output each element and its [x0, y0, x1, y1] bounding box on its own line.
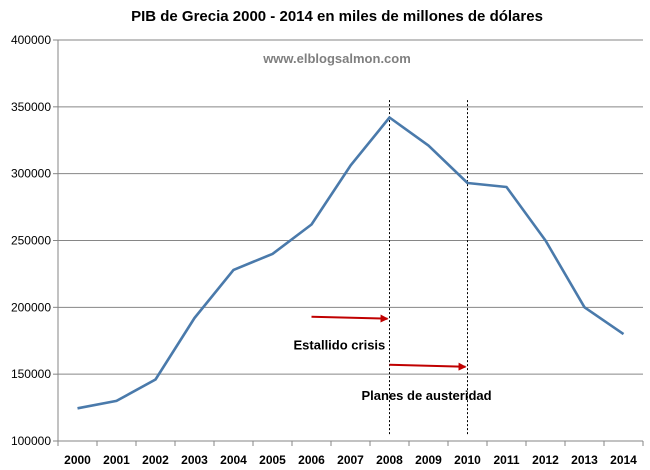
x-tick-label: 2006	[298, 453, 325, 467]
y-tick-label: 100000	[11, 434, 51, 448]
annotation-arrow	[389, 362, 467, 371]
x-tick-label: 2007	[337, 453, 364, 467]
annotation-label: Estallido crisis	[294, 338, 386, 353]
y-tick-label: 300000	[11, 167, 51, 181]
annotation-label: Planes de austeridad	[362, 388, 492, 403]
x-tick-label: 2011	[493, 453, 519, 467]
x-tick-label: 2013	[571, 453, 598, 467]
y-tick-label: 200000	[11, 300, 51, 314]
x-tick-label: 2005	[259, 453, 286, 467]
series-line	[77, 116, 625, 410]
watermark-text: www.elblogsalmon.com	[262, 51, 411, 66]
x-tick-label: 2009	[415, 453, 442, 467]
y-tick-label: 250000	[11, 234, 51, 248]
x-tick-label: 2002	[142, 453, 169, 467]
x-tick-label: 2010	[454, 453, 481, 467]
x-tick-label: 2000	[64, 453, 91, 467]
grid	[58, 39, 643, 375]
x-tick-label: 2012	[532, 453, 559, 467]
chart-title: PIB de Grecia 2000 - 2014 en miles de mi…	[131, 8, 543, 25]
axes: 100000 150000 200000 250000 300000 350000 4000…	[11, 33, 644, 467]
x-tick-label: 2001	[103, 453, 130, 467]
annotation-arrow	[311, 314, 389, 323]
x-tick-label: 2008	[376, 453, 403, 467]
x-tick-label: 2003	[181, 453, 208, 467]
y-tick-label: 350000	[11, 100, 51, 114]
series	[77, 116, 625, 410]
annotations: Estallido crisis Planes de austeridad	[294, 314, 492, 403]
x-tick-label: 2014	[610, 453, 637, 467]
y-tick-label: 150000	[11, 367, 51, 381]
x-tick-label: 2004	[220, 453, 247, 467]
y-tick-label: 400000	[11, 33, 51, 47]
event-markers	[389, 100, 468, 435]
